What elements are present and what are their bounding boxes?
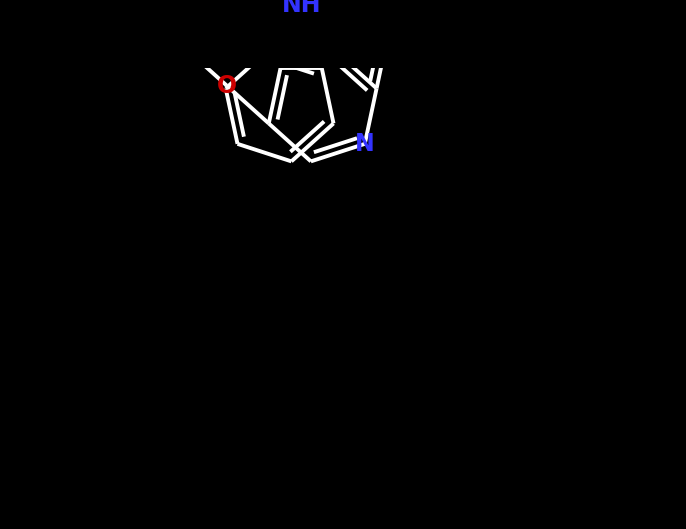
Text: N: N (355, 132, 375, 156)
Text: NH: NH (281, 0, 321, 16)
Text: O: O (217, 74, 237, 97)
